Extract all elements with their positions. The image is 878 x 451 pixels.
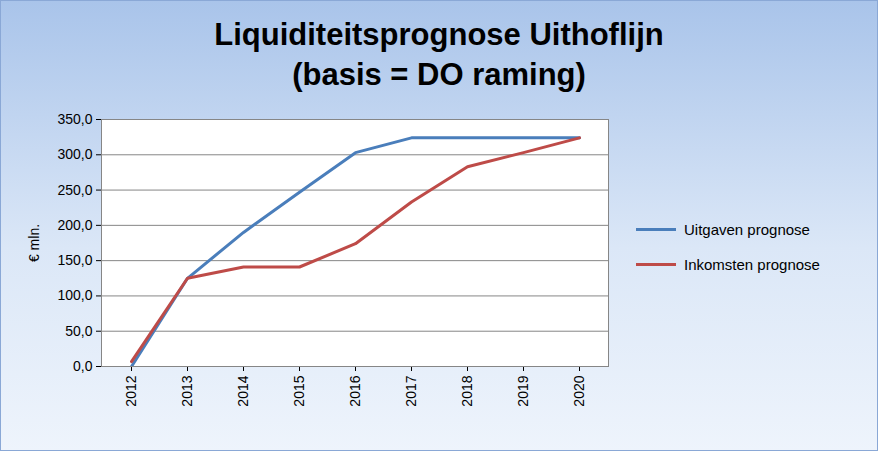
svg-text:€ mln.: € mln.: [26, 224, 42, 262]
svg-text:2013: 2013: [179, 375, 195, 406]
svg-text:2018: 2018: [459, 375, 475, 406]
svg-text:2017: 2017: [403, 375, 419, 406]
html-text:Liquiditeitsprognose Uithoflij: Liquiditeitsprognose Uithoflijn: [214, 17, 664, 52]
html-text:Inkomsten prognose: Inkomsten prognose: [684, 256, 820, 273]
svg-text:50,0: 50,0: [65, 323, 92, 339]
svg-text:2019: 2019: [515, 375, 531, 406]
svg-text:0,0: 0,0: [73, 358, 93, 374]
html-text:Uitgaven prognose: Uitgaven prognose: [684, 221, 810, 238]
svg-text:2016: 2016: [347, 375, 363, 406]
svg-text:2020: 2020: [571, 375, 587, 406]
svg-text:300,0: 300,0: [57, 146, 92, 162]
svg-text:100,0: 100,0: [57, 287, 92, 303]
svg-text:2015: 2015: [291, 375, 307, 406]
html-text:(basis = DO raming): (basis = DO raming): [292, 57, 586, 92]
svg-text:200,0: 200,0: [57, 217, 92, 233]
svg-text:2014: 2014: [235, 375, 251, 406]
svg-text:350,0: 350,0: [57, 111, 92, 127]
svg-text:2012: 2012: [123, 375, 139, 406]
svg-text:150,0: 150,0: [57, 252, 92, 268]
svg-text:250,0: 250,0: [57, 182, 92, 198]
